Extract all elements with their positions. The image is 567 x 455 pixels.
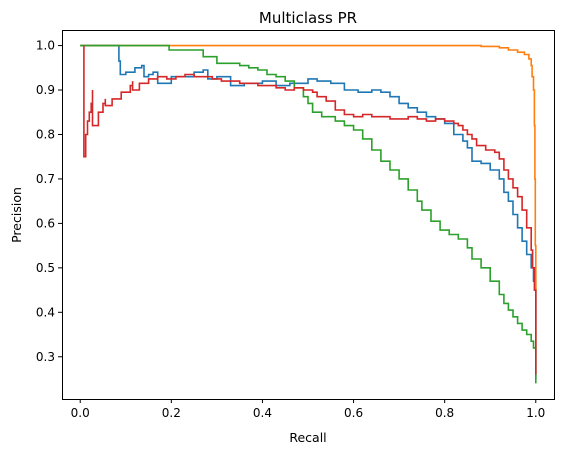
x-tick-label: 0.4 — [253, 406, 272, 420]
y-tick-label: 0.5 — [36, 261, 55, 275]
series-layer — [80, 44, 537, 384]
y-tick-label: 0.8 — [36, 127, 55, 141]
series-line-4 — [83, 45, 537, 375]
x-axis: 0.0 0.2 0.4 0.6 0.8 1.0 — [71, 399, 545, 420]
y-axis-label: Precision — [9, 187, 24, 243]
y-tick-label: 0.7 — [36, 172, 55, 186]
x-tick-label: 0.0 — [71, 406, 90, 420]
y-tick-label: 0.4 — [36, 305, 55, 319]
x-axis-label: Recall — [289, 430, 326, 445]
x-tick-label: 0.6 — [344, 406, 363, 420]
chart-title: Multiclass PR — [259, 9, 357, 27]
y-tick-label: 0.6 — [36, 216, 55, 230]
y-tick-label: 1.0 — [36, 39, 55, 53]
x-tick-label: 0.8 — [435, 406, 454, 420]
plot-frame — [62, 30, 555, 400]
series-line-3 — [80, 44, 537, 384]
x-tick-label: 0.2 — [162, 406, 181, 420]
y-tick-label: 0.9 — [36, 83, 55, 97]
y-axis: 0.3 0.4 0.5 0.6 0.7 0.8 0.9 1.0 — [36, 39, 62, 364]
series-line-1 — [80, 44, 537, 379]
series-line-2 — [80, 44, 537, 348]
x-tick-label: 1.0 — [526, 406, 545, 420]
y-tick-label: 0.3 — [36, 350, 55, 364]
